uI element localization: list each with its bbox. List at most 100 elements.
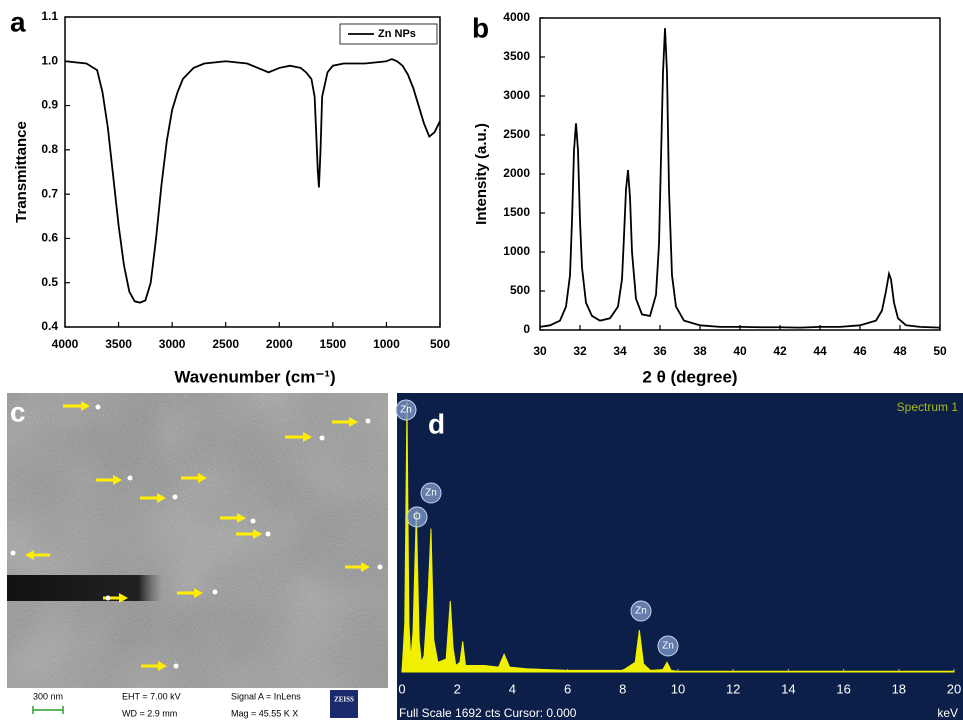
x-tick-label: 2 (454, 681, 461, 696)
peak-marker (406, 506, 428, 528)
x-tick-label: 10 (671, 681, 685, 696)
particle (250, 518, 256, 524)
x-tick-label: 1000 (373, 337, 400, 351)
arrow-head (237, 513, 246, 523)
x-tick-label: 50 (933, 344, 947, 358)
particle (95, 404, 101, 410)
y-tick-label: 1.1 (41, 9, 58, 23)
arrow-head (194, 588, 203, 598)
y-tick-label: 0.8 (41, 142, 58, 156)
x-tick-label: 46 (853, 344, 867, 358)
y-tick-label: 1.0 (41, 53, 58, 67)
spectrum-label: Spectrum 1 (897, 400, 959, 414)
plot-frame (64, 16, 441, 328)
y-tick-label: 2500 (503, 127, 530, 141)
x-tick-label: 3500 (105, 337, 132, 351)
x-tick-label: 44 (813, 344, 827, 358)
peak-marker (630, 600, 652, 622)
particle (212, 589, 218, 595)
scale-bar (32, 706, 64, 714)
peak-label: Zn (400, 405, 412, 416)
particle (10, 550, 16, 556)
legend-label: Zn NPs (378, 28, 416, 40)
x-tick-label: 1500 (320, 337, 347, 351)
signal-label: Signal A = InLens (231, 691, 301, 701)
x-tick-label: 8 (619, 681, 626, 696)
panel-label: d (428, 408, 445, 439)
panel-label: a (10, 6, 26, 37)
logo: ZEISS (334, 696, 354, 704)
x-tick-label: 32 (573, 344, 587, 358)
plot-frame (539, 17, 941, 331)
scale-label: 300 nm (33, 691, 63, 701)
x-tick-label: 40 (733, 344, 747, 358)
y-tick-label: 500 (510, 283, 530, 297)
area (401, 401, 955, 673)
sem-dark-band (7, 575, 162, 601)
y-tick-label: 1500 (503, 205, 530, 219)
sem-grain (7, 393, 388, 688)
legend-box (339, 23, 438, 45)
arrow-head (349, 417, 358, 427)
x-tick-label: 4 (509, 681, 516, 696)
wd-label: WD = 2.9 mm (122, 708, 177, 718)
y-tick-label: 0.4 (41, 319, 58, 333)
x-axis-label: Wavenumber (cm⁻¹) (174, 367, 335, 386)
mag-label: Mag = 45.55 K X (231, 708, 298, 718)
x-tick-label: 36 (653, 344, 667, 358)
y-tick-label: 2000 (503, 166, 530, 180)
x-tick-label: 34 (613, 344, 627, 358)
arrow-head (158, 661, 167, 671)
peak-marker (395, 399, 417, 421)
y-tick-label: 0.7 (41, 186, 58, 200)
x-tick-label: 42 (773, 344, 787, 358)
x-tick-label: 38 (693, 344, 707, 358)
arrow-head (303, 432, 312, 442)
arrow-head (25, 550, 34, 560)
peak-label: Zn (635, 606, 647, 617)
x-tick-label: 12 (726, 681, 740, 696)
particle (319, 435, 325, 441)
y-tick-label: 0.5 (41, 275, 58, 289)
particle (377, 564, 383, 570)
x-tick-label: 2000 (266, 337, 293, 351)
eht-label: EHT = 7.00 kV (122, 691, 181, 701)
particle (105, 595, 111, 601)
x-tick-label: 2500 (212, 337, 239, 351)
panel-label: b (472, 12, 489, 43)
x-tick-label: 48 (893, 344, 907, 358)
arrow-head (198, 473, 207, 483)
y-tick-label: 0.6 (41, 231, 58, 245)
spectrum-background (397, 393, 963, 720)
peak-label: Zn (662, 641, 674, 652)
sem-image (7, 393, 388, 688)
particle (265, 531, 271, 537)
x-tick-label: 3000 (159, 337, 186, 351)
x-tick-label: 14 (781, 681, 795, 696)
panel-label: c (10, 396, 26, 427)
y-tick-label: 3500 (503, 49, 530, 63)
y-tick-label: 3000 (503, 88, 530, 102)
y-tick-label: 0 (523, 322, 530, 336)
x-axis-label: 2 θ (degree) (642, 367, 737, 386)
arrow-head (253, 529, 262, 539)
peak-marker (420, 482, 442, 504)
y-axis-label: Intensity (a.u.) (473, 123, 490, 225)
x-tick-label: 6 (564, 681, 571, 696)
particle (173, 663, 179, 669)
arrows (10, 401, 383, 671)
x-tick-label: 500 (430, 337, 450, 351)
arrow-head (361, 562, 370, 572)
y-axis-label: Transmittance (13, 121, 30, 223)
arrow-head (113, 475, 122, 485)
arrow-head (119, 593, 128, 603)
peak-label: Zn (425, 488, 437, 499)
peak-marker (657, 635, 679, 657)
x-axis-label: keV (937, 706, 958, 720)
line (64, 58, 441, 304)
arrow-head (157, 493, 166, 503)
peak-label: O (413, 512, 421, 523)
logo-box (330, 690, 358, 718)
particle (365, 418, 371, 424)
y-tick-label: 0.9 (41, 98, 58, 112)
